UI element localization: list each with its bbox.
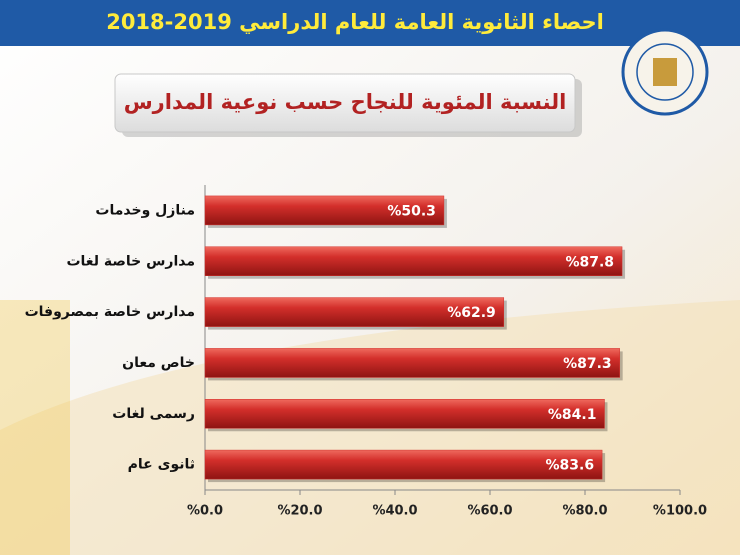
value-label: %62.9 bbox=[447, 305, 496, 321]
x-tick-label: %20.0 bbox=[277, 504, 322, 519]
value-label: %50.3 bbox=[387, 203, 436, 219]
bar bbox=[204, 246, 623, 276]
bar bbox=[204, 195, 445, 226]
x-tick-label: %60.0 bbox=[467, 504, 512, 519]
logo bbox=[636, 43, 694, 101]
x-tick-label: %80.0 bbox=[562, 504, 607, 519]
bar bbox=[204, 399, 605, 429]
value-label: %87.8 bbox=[565, 254, 614, 270]
x-tick-label: %0.0 bbox=[187, 504, 223, 519]
x-tick-label: %40.0 bbox=[372, 504, 417, 519]
subtitle: النسبة المئوية للنجاح حسب نوعية المدارس bbox=[124, 90, 567, 114]
value-label: %87.3 bbox=[563, 356, 612, 372]
title: احصاء الثانوية العامة للعام الدراسي 2019… bbox=[106, 10, 604, 34]
y-tick-label: منازل وخدمات bbox=[95, 202, 195, 218]
bar bbox=[204, 449, 603, 480]
value-label: %84.1 bbox=[548, 407, 597, 423]
y-tick-label: خاص معان bbox=[122, 355, 195, 371]
decoration bbox=[0, 300, 70, 555]
banner bbox=[0, 0, 740, 46]
bar bbox=[204, 348, 620, 378]
value-label: %83.6 bbox=[546, 458, 595, 474]
logo bbox=[653, 58, 677, 86]
y-tick-label: مدارس خاصة بمصروفات bbox=[25, 304, 195, 320]
y-tick-label: مدارس خاصة لغات bbox=[66, 253, 195, 269]
bar bbox=[204, 297, 505, 327]
y-tick-label: رسمى لغات bbox=[112, 406, 195, 422]
x-tick-label: %100.0 bbox=[653, 504, 707, 519]
y-tick-label: ثانوى عام bbox=[128, 457, 195, 473]
plot: %0.0 %20.0 %40.0 %60.0 %80.0 %100.0 منازل وخدم… bbox=[25, 185, 707, 519]
subtitle-box bbox=[114, 73, 576, 133]
